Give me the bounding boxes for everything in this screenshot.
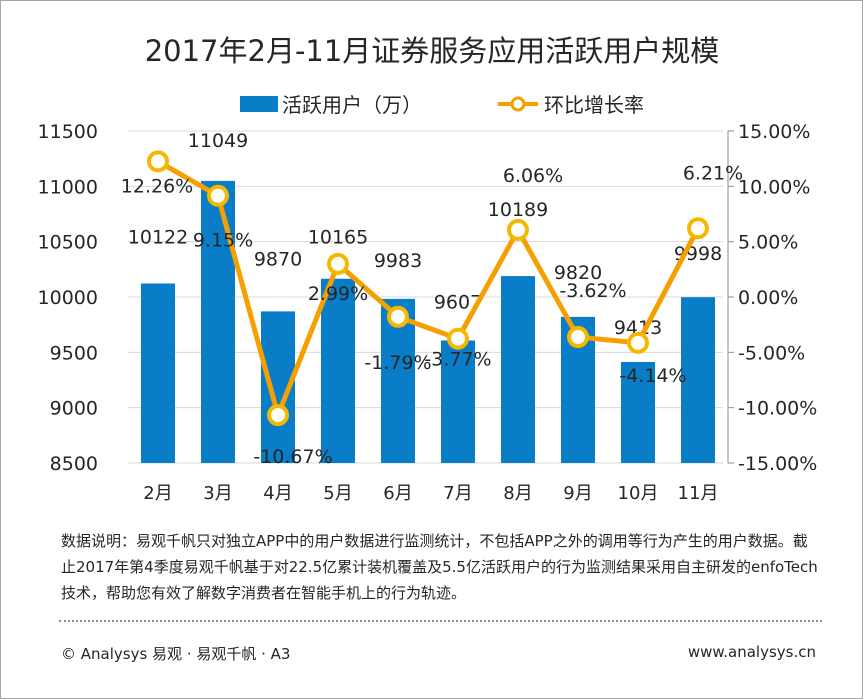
y-right-tick: 5.00% bbox=[738, 232, 798, 254]
divider bbox=[59, 620, 822, 622]
growth-data-label: 9.15% bbox=[193, 230, 253, 252]
x-tick: 9月 bbox=[563, 483, 592, 504]
growth-data-label: -3.62% bbox=[559, 280, 626, 302]
x-tick: 3月 bbox=[203, 483, 232, 504]
growth-marker bbox=[147, 150, 169, 173]
bar bbox=[141, 283, 175, 463]
x-tick: 4月 bbox=[263, 483, 292, 504]
x-tick: 11月 bbox=[678, 483, 719, 504]
growth-marker bbox=[327, 252, 349, 275]
y-left-tick: 11000 bbox=[38, 176, 98, 198]
y-right-tick: 15.00% bbox=[738, 121, 810, 143]
footer-copyright: © Analysys 易观 · 易观千帆 · A3 bbox=[61, 645, 291, 663]
x-tick: 8月 bbox=[503, 483, 532, 504]
legend-line-label: 环比增长率 bbox=[544, 93, 644, 117]
growth-line bbox=[156, 159, 701, 418]
growth-marker bbox=[627, 331, 649, 354]
growth-marker bbox=[567, 326, 589, 349]
y-right-tick: -15.00% bbox=[738, 453, 817, 475]
growth-data-label: 6.21% bbox=[683, 162, 743, 184]
x-tick: 2月 bbox=[143, 483, 172, 504]
y-right-tick: 0.00% bbox=[738, 287, 798, 309]
y-right-tick: -10.00% bbox=[738, 398, 817, 420]
bar-data-label: 10189 bbox=[488, 199, 548, 221]
growth-data-label: 2.99% bbox=[308, 283, 368, 305]
legend-bar-label: 活跃用户（万） bbox=[282, 93, 422, 117]
y-left-tick: 10500 bbox=[38, 232, 98, 254]
legend-bar-swatch bbox=[240, 96, 278, 112]
y-left-tick: 10000 bbox=[38, 287, 98, 309]
y-left-tick: 8500 bbox=[50, 453, 98, 475]
y-left-tick: 11500 bbox=[38, 121, 98, 143]
bar-data-label: 10122 bbox=[128, 226, 188, 248]
y-right-tick: 10.00% bbox=[738, 176, 810, 198]
bar-data-label: 9983 bbox=[374, 250, 422, 272]
bar bbox=[681, 297, 715, 463]
legend-line-marker bbox=[510, 96, 526, 112]
bar bbox=[441, 340, 475, 463]
y-left-tick: 9500 bbox=[50, 342, 98, 364]
growth-data-label: -1.79% bbox=[364, 352, 431, 374]
bar bbox=[201, 180, 235, 464]
growth-data-label: 6.06% bbox=[503, 165, 563, 187]
growth-data-label: -4.14% bbox=[619, 365, 686, 387]
growth-marker bbox=[267, 404, 289, 427]
bar bbox=[321, 278, 355, 463]
growth-data-label: 12.26% bbox=[121, 175, 193, 197]
growth-data-label: -3.77% bbox=[424, 349, 491, 371]
growth-marker bbox=[447, 327, 469, 350]
footer-url: www.analysys.cn bbox=[687, 643, 816, 661]
growth-data-label: -10.67% bbox=[253, 446, 332, 468]
y-right-tick: -5.00% bbox=[738, 342, 805, 364]
growth-marker bbox=[387, 305, 409, 328]
x-tick: 6月 bbox=[383, 483, 412, 504]
growth-marker bbox=[687, 217, 709, 240]
x-tick: 5月 bbox=[323, 483, 352, 504]
bar-data-label: 11049 bbox=[188, 130, 248, 152]
bar bbox=[621, 361, 655, 463]
x-tick: 7月 bbox=[443, 483, 472, 504]
bar-data-label: 9607 bbox=[434, 291, 482, 313]
bar-data-label: 9870 bbox=[254, 248, 302, 270]
growth-marker bbox=[207, 184, 229, 207]
y-left-tick: 9000 bbox=[50, 398, 98, 420]
growth-marker bbox=[507, 218, 529, 241]
bar-data-label: 9820 bbox=[554, 262, 602, 284]
bar bbox=[501, 276, 535, 463]
data-note: 数据说明：易观千帆只对独立APP中的用户数据进行监测统计，不包括APP之外的调用… bbox=[61, 532, 818, 602]
chart-title: 2017年2月-11月证券服务应用活跃用户规模 bbox=[145, 34, 720, 68]
x-tick: 10月 bbox=[618, 483, 659, 504]
bar-data-label: 10165 bbox=[308, 227, 368, 249]
